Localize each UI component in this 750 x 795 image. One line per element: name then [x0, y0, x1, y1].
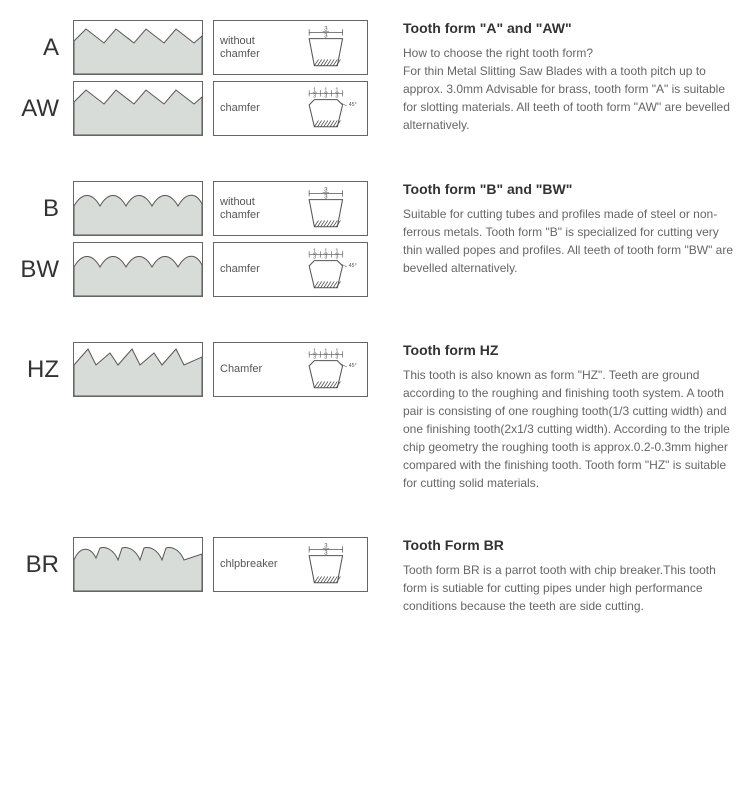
cross-section-svg: 1 3 1 3 1 345°	[274, 346, 361, 394]
cross-section-diagram: chamfer 1 3 1 3 1 345	[213, 81, 368, 136]
diagram-column: A withoutchamfer 3 3 AW chamfer 1 3	[15, 20, 385, 136]
chamfer-label: chamfer	[220, 263, 268, 275]
cross-section-diagram: chamfer 1 3 1 3 1 345	[213, 242, 368, 297]
cross-section-diagram: chlpbreaker 3 3	[213, 537, 368, 592]
tooth-profile-diagram	[73, 537, 203, 592]
tooth-form-section-A: A withoutchamfer 3 3 AW chamfer 1 3	[15, 20, 735, 136]
cross-section-svg: 1 3 1 3 1 345°	[274, 85, 361, 133]
cross-section-svg: 1 3 1 3 1 345°	[274, 246, 361, 294]
section-title: Tooth form "A" and "AW"	[403, 20, 735, 36]
cross-section-svg: 3 3	[274, 24, 361, 72]
diagram-column: HZ Chamfer 1 3 1 3 1	[15, 342, 385, 397]
description-column: Tooth form "A" and "AW" How to choose the…	[385, 20, 735, 134]
svg-text:45°: 45°	[349, 101, 357, 107]
svg-text:3: 3	[336, 254, 339, 260]
section-title: Tooth form HZ	[403, 342, 735, 358]
description-column: Tooth form HZ This tooth is also known as…	[385, 342, 735, 492]
tooth-form-section-HZ: HZ Chamfer 1 3 1 3 1	[15, 342, 735, 492]
svg-text:3: 3	[313, 93, 316, 99]
svg-text:3: 3	[336, 354, 339, 360]
diagram-row: B withoutchamfer 3 3	[15, 181, 385, 236]
cross-section-svg: 3 3	[274, 185, 361, 233]
tooth-form-label: HZ	[15, 356, 63, 384]
section-body: Suitable for cutting tubes and profiles …	[403, 205, 735, 277]
section-title: Tooth form "B" and "BW"	[403, 181, 735, 197]
diagram-row: BR chlpbreaker 3 3	[15, 537, 385, 592]
chamfer-label: withoutchamfer	[220, 35, 268, 59]
diagram-row: BW chamfer 1 3 1 3 1	[15, 242, 385, 297]
cross-section-svg: 3 3	[274, 541, 361, 589]
cross-section-diagram: Chamfer 1 3 1 3 1 345	[213, 342, 368, 397]
description-column: Tooth form "B" and "BW" Suitable for cutt…	[385, 181, 735, 277]
section-title: Tooth Form BR	[403, 537, 735, 553]
section-body: This tooth is also known as form "HZ". T…	[403, 366, 735, 492]
svg-text:3: 3	[336, 93, 339, 99]
tooth-profile-diagram	[73, 242, 203, 297]
tooth-profile-diagram	[73, 20, 203, 75]
svg-text:3: 3	[324, 93, 327, 99]
tooth-form-label: A	[15, 34, 63, 62]
diagram-row: AW chamfer 1 3 1 3 1	[15, 81, 385, 136]
svg-text:3: 3	[313, 254, 316, 260]
cross-section-diagram: withoutchamfer 3 3	[213, 20, 368, 75]
section-body: How to choose the right tooth form?For t…	[403, 44, 735, 134]
tooth-form-section-BR: BR chlpbreaker 3 3 Tooth Form BR Tooth fo…	[15, 537, 735, 615]
tooth-profile-diagram	[73, 342, 203, 397]
svg-text:3: 3	[324, 254, 327, 260]
description-column: Tooth Form BR Tooth form BR is a parrot t…	[385, 537, 735, 615]
section-body: Tooth form BR is a parrot tooth with chi…	[403, 561, 735, 615]
tooth-profile-diagram	[73, 181, 203, 236]
diagram-row: HZ Chamfer 1 3 1 3 1	[15, 342, 385, 397]
tooth-form-section-B: B withoutchamfer 3 3 BW chamfer 1 3	[15, 181, 735, 297]
svg-text:3: 3	[313, 354, 316, 360]
chamfer-label: Chamfer	[220, 363, 268, 375]
chamfer-label: chamfer	[220, 102, 268, 114]
svg-text:45°: 45°	[349, 262, 357, 268]
tooth-profile-diagram	[73, 81, 203, 136]
diagram-column: B withoutchamfer 3 3 BW chamfer 1 3	[15, 181, 385, 297]
tooth-form-label: BR	[15, 551, 63, 579]
diagram-row: A withoutchamfer 3 3	[15, 20, 385, 75]
chamfer-label: chlpbreaker	[220, 558, 268, 570]
diagram-column: BR chlpbreaker 3 3	[15, 537, 385, 592]
tooth-form-label: B	[15, 195, 63, 223]
svg-text:3: 3	[324, 354, 327, 360]
svg-text:45°: 45°	[349, 362, 357, 368]
cross-section-diagram: withoutchamfer 3 3	[213, 181, 368, 236]
tooth-form-label: BW	[15, 256, 63, 284]
chamfer-label: withoutchamfer	[220, 196, 268, 220]
tooth-form-label: AW	[15, 95, 63, 123]
